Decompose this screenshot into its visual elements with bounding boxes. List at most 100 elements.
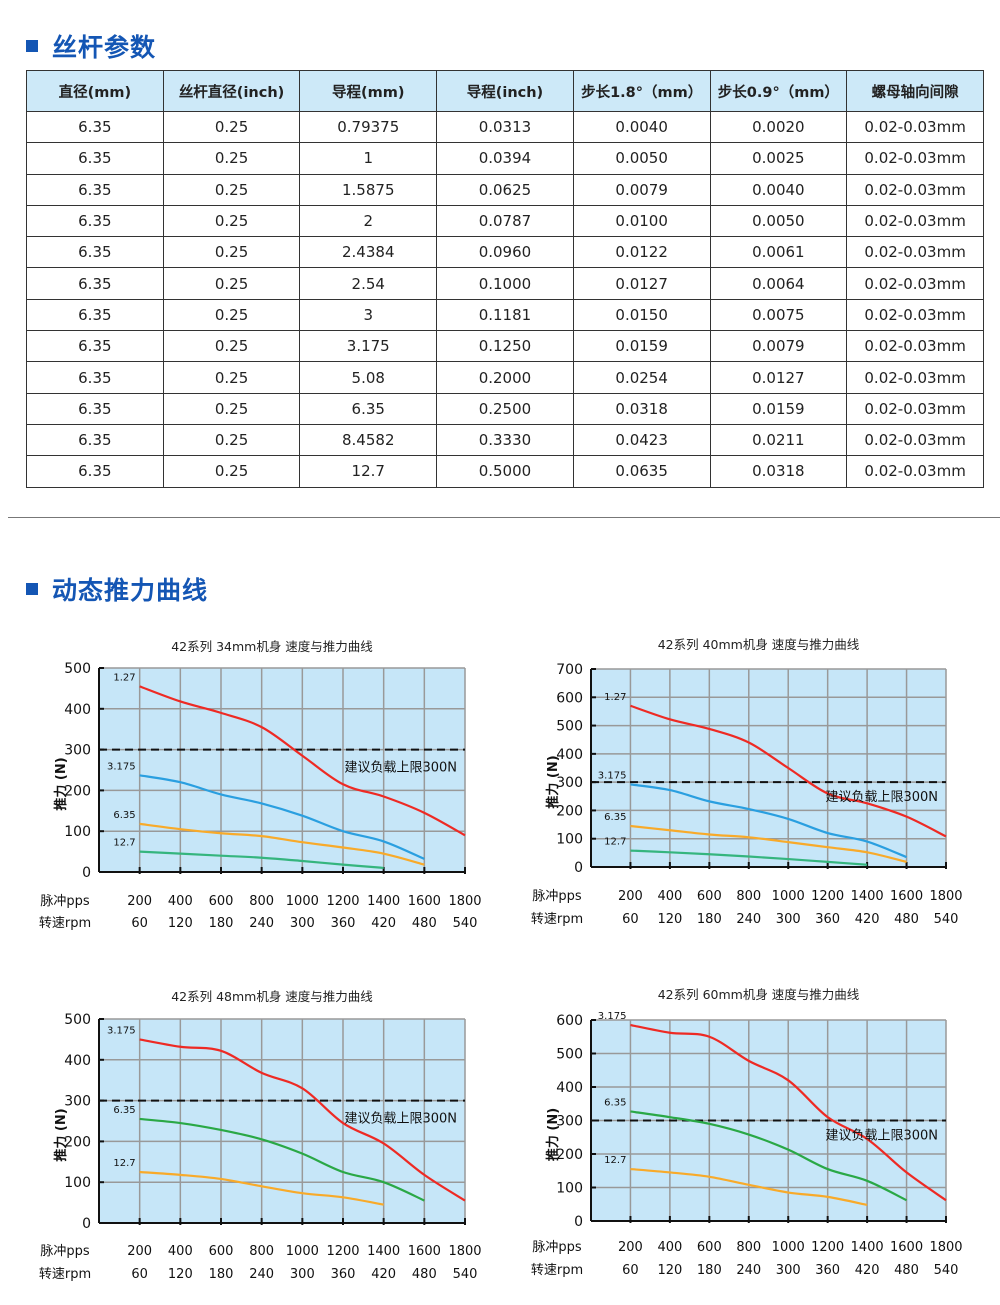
series-line-3_175	[139, 774, 425, 860]
series-label: 12.7	[113, 1158, 135, 1169]
x-tick-label-pps: 200	[618, 889, 643, 904]
x-tick-label-pps: 1800	[929, 889, 962, 904]
table-row: 6.35 0.25 3 0.1181 0.0150 0.0075 0.02-0.03mm	[26, 298, 984, 332]
y-tick-label: 300	[64, 743, 91, 759]
table-cell: 0.0122	[572, 236, 711, 269]
x-tick-label-rpm: 120	[168, 916, 193, 931]
x-tick-label-rpm: 540	[934, 912, 959, 927]
x-tick-label-rpm: 180	[697, 912, 722, 927]
table-cell: 0.0127	[572, 267, 711, 300]
y-axis-label: 推力 (N)	[53, 757, 69, 810]
table-cell: 0.0050	[572, 142, 711, 175]
x-tick-label-pps: 1200	[326, 894, 359, 909]
table-cell: 0.1181	[436, 298, 574, 332]
y-tick-label: 100	[556, 832, 583, 848]
table-cell: 0.02-0.03mm	[846, 142, 984, 175]
y-tick-label: 100	[64, 1175, 91, 1191]
table-cell: 0.0159	[709, 392, 848, 425]
x-row-label-pps: 脉冲pps	[40, 894, 90, 909]
series-label: 6.35	[604, 812, 626, 823]
table-row: 6.35 0.25 5.08 0.2000 0.0254 0.0127 0.02-0.03m…	[26, 361, 984, 394]
table-cell: 6.35	[26, 330, 164, 363]
lead-screw-params-table: 直径(mm) 丝杆直径(inch) 导程(mm) 导程(inch) 步长1.8°（mm）…	[26, 70, 984, 488]
series-label: 3.175	[107, 761, 136, 772]
table-cell: 0.25	[162, 392, 301, 425]
table-cell: 0.25	[162, 423, 301, 457]
x-tick-label-pps: 1600	[408, 894, 441, 909]
x-tick-label-rpm: 240	[249, 916, 274, 931]
table-row: 6.35 0.25 2 0.0787 0.0100 0.0050 0.02-0.03mm	[26, 204, 984, 238]
table-cell: 0.02-0.03mm	[846, 455, 984, 488]
table-cell: 1	[299, 142, 438, 175]
table-cell: 0.25	[162, 142, 301, 175]
table-cell: 0.0423	[572, 423, 711, 457]
x-tick-label-pps: 1800	[929, 1240, 962, 1255]
x-tick-label-pps: 1000	[772, 889, 805, 904]
table-cell: 2.54	[299, 267, 438, 300]
table-cell: 6.35	[26, 173, 164, 206]
reference-line-label: 建议负载上限300N	[344, 761, 457, 776]
table-cell: 0.25	[162, 236, 301, 269]
y-tick-label: 400	[64, 702, 91, 718]
table-cell: 0.79375	[299, 110, 438, 144]
series-line-3_175	[630, 783, 907, 859]
table-cell: 6.35	[26, 298, 164, 332]
y-tick-label: 500	[64, 1012, 91, 1028]
table-cell: 0.0787	[436, 204, 574, 238]
x-tick-label-rpm: 180	[209, 916, 234, 931]
column-header: 螺母轴向间隙	[846, 70, 984, 112]
x-tick-label-pps: 1600	[890, 889, 923, 904]
table-cell: 6.35	[26, 455, 164, 488]
series-line-6_35	[630, 1110, 908, 1202]
column-header: 导程(inch)	[436, 70, 574, 112]
table-cell: 0.0318	[572, 392, 711, 425]
x-tick-label-rpm: 240	[736, 1263, 761, 1278]
table-cell: 8.4582	[299, 423, 438, 457]
y-axis-label: 推力 (N)	[53, 1108, 69, 1161]
y-tick-label: 200	[64, 1134, 91, 1150]
series-label: 3.175	[598, 770, 627, 781]
column-header: 步长0.9°（mm）	[709, 70, 848, 112]
y-tick-label: 100	[556, 1181, 583, 1197]
table-cell: 0.0394	[436, 142, 574, 175]
table-cell: 2	[299, 204, 438, 238]
table-cell: 6.35	[26, 204, 164, 238]
table-cell: 0.25	[162, 267, 301, 300]
series-line-6_35	[139, 822, 425, 866]
x-tick-label-rpm: 480	[412, 916, 437, 931]
x-tick-label-rpm: 420	[371, 916, 396, 931]
x-tick-label-pps: 1000	[286, 894, 319, 909]
x-row-label-pps: 脉冲pps	[532, 1240, 582, 1255]
table-cell: 0.0075	[709, 298, 848, 332]
table-cell: 0.02-0.03mm	[846, 330, 984, 363]
x-tick-label-rpm: 300	[776, 912, 801, 927]
series-label: 6.35	[113, 1105, 135, 1116]
table-cell: 1.5875	[299, 173, 438, 206]
table-cell: 2.4384	[299, 236, 438, 269]
series-line-6_35	[630, 824, 907, 863]
x-tick-label-pps: 1200	[326, 1244, 359, 1259]
x-tick-label-pps: 1200	[811, 1240, 844, 1255]
y-tick-label: 100	[64, 824, 91, 840]
table-row: 6.35 0.25 2.4384 0.0960 0.0122 0.0061 0.02-0.0…	[26, 236, 984, 269]
y-tick-label: 500	[64, 661, 91, 677]
series-label: 12.7	[604, 837, 626, 848]
y-tick-label: 500	[556, 1047, 583, 1063]
x-tick-label-rpm: 120	[168, 1267, 193, 1282]
table-cell: 0.25	[162, 110, 301, 144]
series-line-12_7	[630, 849, 868, 866]
x-tick-label-pps: 1400	[851, 889, 884, 904]
table-cell: 0.25	[162, 455, 301, 488]
x-tick-label-rpm: 480	[894, 1263, 919, 1278]
x-tick-label-rpm: 60	[131, 1267, 148, 1282]
table-row: 6.35 0.25 6.35 0.2500 0.0318 0.0159 0.02-0.03m…	[26, 392, 984, 425]
x-tick-label-pps: 200	[127, 894, 152, 909]
table-cell: 0.02-0.03mm	[846, 236, 984, 269]
x-tick-label-rpm: 360	[815, 1263, 840, 1278]
x-tick-label-rpm: 60	[131, 916, 148, 931]
x-tick-label-pps: 800	[249, 894, 274, 909]
column-header: 步长1.8°（mm）	[572, 70, 711, 112]
x-tick-label-rpm: 540	[934, 1263, 959, 1278]
x-tick-label-pps: 200	[127, 1244, 152, 1259]
table-cell: 0.0150	[572, 298, 711, 332]
